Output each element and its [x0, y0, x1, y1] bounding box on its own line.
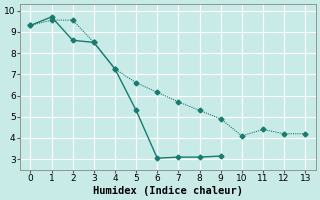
X-axis label: Humidex (Indice chaleur): Humidex (Indice chaleur) [93, 186, 243, 196]
